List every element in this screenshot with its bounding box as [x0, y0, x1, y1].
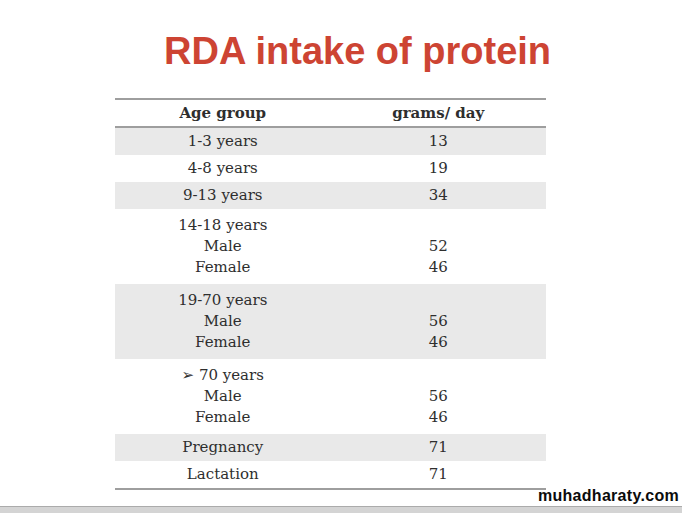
table-row-line: Female 46	[115, 332, 546, 353]
row-value-cell: 46	[331, 407, 547, 428]
table-row-line: 9-13 years 34	[115, 185, 546, 206]
row-label-cell: 4-8 years	[115, 158, 331, 179]
rda-table: Age group grams/ day 1-3 years 13 4-8 ye…	[115, 98, 546, 490]
table-row: Pregnancy 71	[115, 434, 546, 461]
table-row: 9-13 years 34	[115, 182, 546, 209]
row-label-cell: Male	[115, 311, 331, 332]
row-label-cell: ➢ 70 years	[115, 365, 331, 386]
table-row-line: Male 56	[115, 386, 546, 407]
table-row-line: 19-70 years	[115, 290, 546, 311]
row-label-cell: Female	[115, 257, 331, 278]
row-value-cell: 52	[331, 236, 547, 257]
row-label-cell: Male	[115, 236, 331, 257]
page-title: RDA intake of protein	[164, 30, 551, 73]
row-value-cell: 34	[331, 185, 547, 206]
table-body: 1-3 years 13 4-8 years 19 9-13 years 34 …	[115, 128, 546, 488]
table-row-line: ➢ 70 years	[115, 365, 546, 386]
row-value-cell: 56	[331, 311, 547, 332]
row-label-cell: 19-70 years	[115, 290, 331, 311]
table-row-line: 4-8 years 19	[115, 158, 546, 179]
watermark: muhadharaty.com	[538, 487, 679, 505]
row-value-cell: 71	[331, 464, 547, 485]
table-row-line: Pregnancy 71	[115, 437, 546, 458]
table-row: 4-8 years 19	[115, 155, 546, 182]
table-row: Lactation 71	[115, 461, 546, 488]
row-label-cell: Pregnancy	[115, 437, 331, 458]
bottom-bar	[0, 506, 682, 513]
table-row: 19-70 years Male 56 Female 46	[115, 284, 546, 359]
row-label-cell: Male	[115, 386, 331, 407]
row-label-cell: 1-3 years	[115, 131, 331, 152]
row-value-cell: 56	[331, 386, 547, 407]
column-header-age-group: Age group	[115, 100, 331, 126]
row-value-cell: 19	[331, 158, 547, 179]
column-header-grams-day: grams/ day	[331, 100, 547, 126]
table-row-line: 1-3 years 13	[115, 131, 546, 152]
row-value-cell: 46	[331, 257, 547, 278]
row-label-cell: Female	[115, 332, 331, 353]
row-label-cell: Female	[115, 407, 331, 428]
table-row-line: Male 52	[115, 236, 546, 257]
row-value-cell: 13	[331, 131, 547, 152]
row-value-cell: 46	[331, 332, 547, 353]
row-label-cell: 14-18 years	[115, 215, 331, 236]
table-row-line: Lactation 71	[115, 464, 546, 485]
table-row: ➢ 70 years Male 56 Female 46	[115, 359, 546, 434]
row-value-cell	[331, 290, 547, 311]
row-value-cell: 71	[331, 437, 547, 458]
table-row-line: Female 46	[115, 257, 546, 278]
row-label-cell: 9-13 years	[115, 185, 331, 206]
table-row: 14-18 years Male 52 Female 46	[115, 209, 546, 284]
row-value-cell	[331, 215, 547, 236]
table-row-line: Female 46	[115, 407, 546, 428]
table-row: 1-3 years 13	[115, 128, 546, 155]
table-row-line: Male 56	[115, 311, 546, 332]
row-label-cell: Lactation	[115, 464, 331, 485]
row-value-cell	[331, 365, 547, 386]
table-header-row: Age group grams/ day	[115, 100, 546, 128]
table-row-line: 14-18 years	[115, 215, 546, 236]
